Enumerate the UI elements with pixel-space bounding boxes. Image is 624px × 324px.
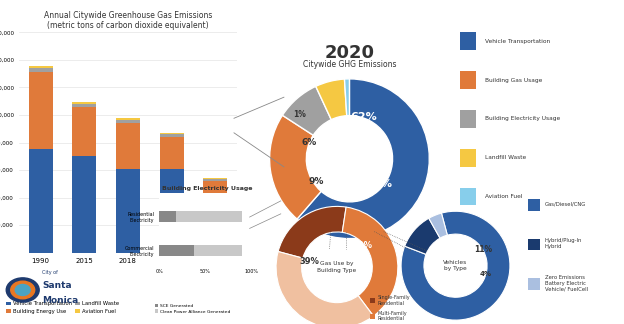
Text: 2020: 2020 xyxy=(324,44,374,62)
Wedge shape xyxy=(405,218,440,254)
Text: 9%: 9% xyxy=(308,177,324,186)
Text: Vehicles
by Type: Vehicles by Type xyxy=(444,260,467,272)
FancyBboxPatch shape xyxy=(461,188,477,205)
Text: Building Electricity Usage: Building Electricity Usage xyxy=(485,116,560,122)
Bar xyxy=(159,245,194,256)
Wedge shape xyxy=(316,79,347,120)
FancyBboxPatch shape xyxy=(461,32,477,50)
Bar xyxy=(72,104,96,108)
Bar xyxy=(116,169,140,253)
Text: Landfill Waste: Landfill Waste xyxy=(485,155,526,160)
Bar xyxy=(159,211,176,222)
Bar xyxy=(29,149,52,253)
Text: Gas/Diesel/CNG: Gas/Diesel/CNG xyxy=(545,201,586,206)
Wedge shape xyxy=(270,115,321,219)
FancyBboxPatch shape xyxy=(529,199,540,211)
Text: Multi-Family
Residential: Multi-Family Residential xyxy=(378,311,407,321)
Legend: Vehicle Transportation, Building Energy Use, Landfill Waste, Aviation Fuel: Vehicle Transportation, Building Energy … xyxy=(4,299,121,316)
Text: Citywide GHG Emissions: Citywide GHG Emissions xyxy=(303,60,396,69)
Circle shape xyxy=(6,278,39,302)
Text: 23%: 23% xyxy=(368,179,392,189)
Bar xyxy=(371,298,375,303)
Title: Building Electricity Usage: Building Electricity Usage xyxy=(162,186,253,191)
Bar xyxy=(29,66,52,67)
Bar xyxy=(203,178,227,179)
FancyBboxPatch shape xyxy=(461,71,477,89)
Bar xyxy=(29,67,52,72)
Text: 6%: 6% xyxy=(302,138,317,147)
Wedge shape xyxy=(401,211,510,320)
Bar xyxy=(29,72,52,149)
Text: 23%: 23% xyxy=(353,241,373,250)
Bar xyxy=(371,314,375,319)
Bar xyxy=(116,119,140,120)
Text: Aviation Fuel: Aviation Fuel xyxy=(485,194,522,199)
Legend: SCE Generated, Clean Power Alliance Generated: SCE Generated, Clean Power Alliance Gene… xyxy=(154,302,232,315)
Wedge shape xyxy=(297,79,429,239)
Circle shape xyxy=(15,284,30,295)
FancyBboxPatch shape xyxy=(529,278,540,290)
Bar xyxy=(72,156,96,253)
Bar xyxy=(160,137,183,169)
Bar xyxy=(72,108,96,156)
Bar xyxy=(203,209,227,253)
Bar xyxy=(176,211,242,222)
Text: Santa: Santa xyxy=(42,281,72,290)
Wedge shape xyxy=(343,207,398,316)
Bar xyxy=(203,179,227,181)
Text: 85%: 85% xyxy=(424,259,444,267)
Wedge shape xyxy=(283,86,331,135)
Bar xyxy=(116,122,140,169)
Text: 37%: 37% xyxy=(330,290,350,299)
Text: Vehicle Transportation: Vehicle Transportation xyxy=(485,39,550,44)
Bar xyxy=(116,120,140,122)
Text: Monica: Monica xyxy=(42,296,79,306)
Circle shape xyxy=(11,281,35,299)
Text: 4%: 4% xyxy=(479,271,492,277)
Text: 62%: 62% xyxy=(351,112,377,122)
Wedge shape xyxy=(344,79,349,116)
Bar xyxy=(194,245,242,256)
FancyBboxPatch shape xyxy=(461,110,477,128)
Bar xyxy=(203,181,227,209)
Text: 1%: 1% xyxy=(293,110,306,119)
Text: Gas Use by
Building Type: Gas Use by Building Type xyxy=(318,261,356,273)
Text: City of: City of xyxy=(42,270,58,275)
Text: Single-Family
Residential: Single-Family Residential xyxy=(378,295,411,306)
Bar xyxy=(160,169,183,253)
Bar xyxy=(72,102,96,104)
Text: Building Gas Usage: Building Gas Usage xyxy=(485,77,542,83)
FancyBboxPatch shape xyxy=(529,239,540,250)
Bar xyxy=(160,133,183,134)
Text: Zero Emissions
Battery Electric
Vehicle/ FuelCell: Zero Emissions Battery Electric Vehicle/… xyxy=(545,275,588,291)
Wedge shape xyxy=(429,213,447,238)
Wedge shape xyxy=(278,206,346,258)
Bar xyxy=(160,134,183,137)
Text: Hybrid/Plug-In
Hybrid: Hybrid/Plug-In Hybrid xyxy=(545,238,582,249)
FancyBboxPatch shape xyxy=(461,149,477,167)
Wedge shape xyxy=(276,251,373,324)
Title: Annual Citywide Greenhouse Gas Emissions
(metric tons of carbon dioxide equivale: Annual Citywide Greenhouse Gas Emissions… xyxy=(44,11,212,30)
Text: 39%: 39% xyxy=(300,257,319,266)
Text: 11%: 11% xyxy=(474,245,492,254)
